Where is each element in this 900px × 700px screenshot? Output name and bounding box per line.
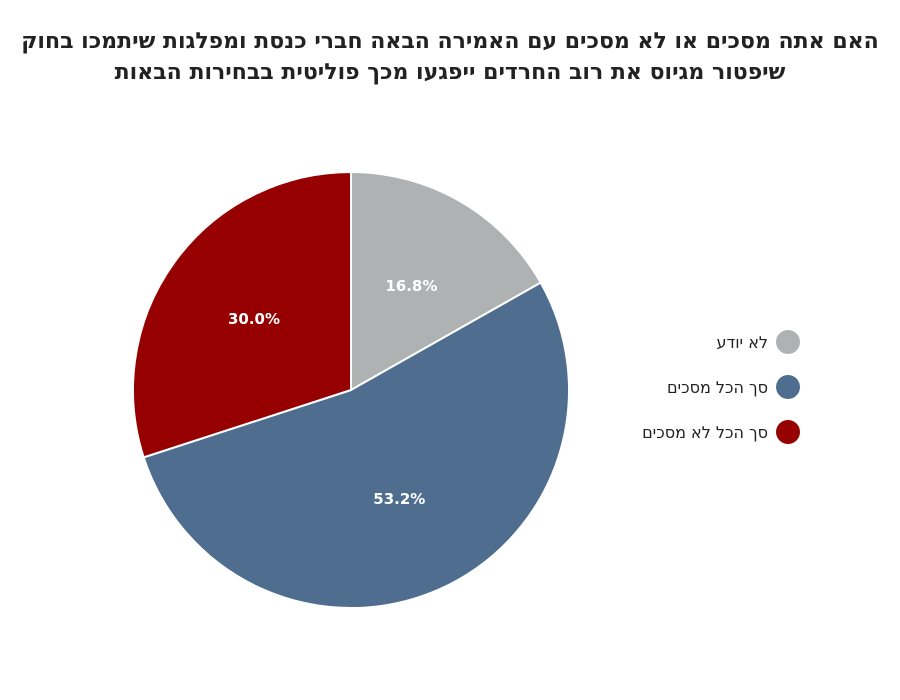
legend-swatch-total-agree xyxy=(776,375,800,399)
pie-slice-dont-know[interactable] xyxy=(350,171,542,391)
pie-slice-total-disagree[interactable] xyxy=(132,171,352,459)
legend-label-total-agree: סך הכל מסכים xyxy=(666,377,768,397)
chart-title-line-1: האם אתה מסכים או לא מסכים עם האמירה הבאה… xyxy=(21,29,879,54)
pie-slices xyxy=(132,171,570,609)
legend-item-total-agree[interactable]: סך הכל מסכים xyxy=(642,375,800,399)
pie-slice-total-agree[interactable] xyxy=(142,281,570,609)
slice-label-total-disagree: 30.0% xyxy=(228,310,280,328)
legend-label-dont-know: לא יודע xyxy=(716,332,768,352)
slice-label-total-agree: 53.2% xyxy=(373,490,425,508)
legend-item-dont-know[interactable]: לא יודע xyxy=(642,330,800,354)
legend-swatch-dont-know xyxy=(776,330,800,354)
chart-title: האם אתה מסכים או לא מסכים עם האמירה הבאה… xyxy=(20,26,880,88)
legend-label-total-disagree: סך הכל לא מסכים xyxy=(642,422,768,442)
chart-title-line-2: שיפטור מגיוס את רוב החרדים ייפגעו מכך פו… xyxy=(114,60,786,85)
pie-data-labels: 16.8% 53.2% 30.0% xyxy=(228,277,437,508)
legend: לא יודע סך הכל מסכים סך הכל לא מסכים xyxy=(642,330,800,465)
slice-label-dont-know: 16.8% xyxy=(385,277,437,295)
legend-item-total-disagree[interactable]: סך הכל לא מסכים xyxy=(642,420,800,444)
legend-swatch-total-disagree xyxy=(776,420,800,444)
